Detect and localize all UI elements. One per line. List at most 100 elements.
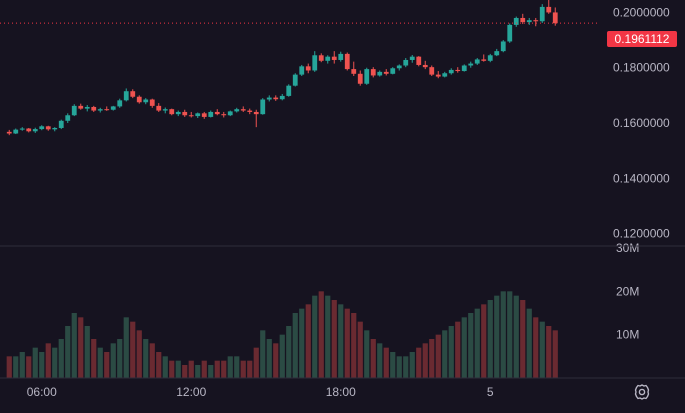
candle <box>110 105 116 111</box>
settings-button[interactable] <box>629 379 655 405</box>
candle-body <box>45 126 51 130</box>
price-tick-label: 0.1400000 <box>613 171 670 185</box>
candle-body <box>403 59 409 66</box>
candle <box>305 63 311 74</box>
candle <box>546 0 552 14</box>
volume-bar <box>377 343 383 378</box>
candle-body <box>214 111 220 115</box>
volume-bar <box>84 326 90 378</box>
volume-bar <box>396 356 402 378</box>
candle <box>39 125 45 131</box>
candle <box>130 89 136 99</box>
candle-body <box>474 59 480 64</box>
candle <box>214 109 220 116</box>
volume-bar <box>344 308 350 378</box>
volume-bar <box>539 321 545 378</box>
candle-body <box>123 91 129 101</box>
volume-bar <box>110 343 116 378</box>
candle-body <box>513 17 519 25</box>
candle-body <box>461 65 467 72</box>
time-tick-label: 18:00 <box>326 385 356 399</box>
volume-bar <box>130 321 136 378</box>
volume-bar <box>65 326 71 378</box>
candle <box>390 67 396 75</box>
candle <box>429 65 435 77</box>
volume-bar <box>104 352 110 378</box>
candle <box>526 17 532 25</box>
candle-body <box>247 110 253 112</box>
candle <box>279 93 285 101</box>
volume-tick-label: 30M <box>616 241 639 255</box>
volume-bar <box>383 347 389 378</box>
candle <box>227 110 233 117</box>
candle-body <box>175 111 181 115</box>
volume-bar <box>422 343 428 378</box>
price-tick-label: 0.1600000 <box>613 116 670 130</box>
candle-body <box>156 105 162 111</box>
candle <box>513 16 519 27</box>
candle-body <box>442 73 448 77</box>
candle-body <box>422 64 428 68</box>
candle-body <box>481 59 487 61</box>
candle-body <box>234 109 240 112</box>
candle <box>494 48 500 57</box>
volume-bar <box>71 313 77 378</box>
price-axis[interactable]: 0.2000000 0.1800000 0.1600000 0.1400000 0.12… <box>613 5 670 240</box>
candle <box>286 84 292 97</box>
candle <box>357 70 363 86</box>
candle <box>45 125 51 131</box>
candle-body <box>494 51 500 56</box>
candle-body <box>84 106 90 109</box>
volume-bar <box>162 356 168 378</box>
time-axis[interactable]: 06:00 12:00 18:00 5 <box>27 385 494 399</box>
price-tick-label: 0.1800000 <box>613 61 670 75</box>
candle <box>208 110 214 118</box>
price-tick-label: 0.2000000 <box>613 5 670 19</box>
volume-tick-label: 20M <box>616 284 639 298</box>
volume-bar <box>448 326 454 378</box>
gear-icon <box>634 384 650 400</box>
candle <box>539 4 545 23</box>
volume-axis[interactable]: 30M 20M 10M <box>616 241 639 342</box>
candle-body <box>331 56 337 60</box>
candle-body <box>208 111 214 117</box>
candle-body <box>149 99 155 106</box>
candle-body <box>526 20 532 23</box>
volume-bar <box>58 339 64 378</box>
volume-bar <box>552 330 558 378</box>
candle <box>520 13 526 25</box>
candle-body <box>97 109 103 111</box>
candle-body <box>357 73 363 84</box>
candle-body <box>78 105 84 109</box>
volume-bar <box>305 304 311 378</box>
candle-body <box>487 55 493 61</box>
volume-bar <box>292 313 298 378</box>
candle-body <box>195 113 201 117</box>
candle <box>97 107 103 113</box>
volume-bar <box>286 326 292 378</box>
volume-bar <box>39 352 45 378</box>
candle <box>455 67 461 73</box>
candle <box>448 68 454 75</box>
candle <box>175 110 181 117</box>
candle-body <box>435 74 441 77</box>
candle <box>552 7 558 26</box>
time-tick-label: 12:00 <box>176 385 206 399</box>
volume-bar <box>136 330 142 378</box>
candle <box>58 119 64 130</box>
candle-body <box>377 71 383 76</box>
candle-body <box>455 69 461 72</box>
candle <box>104 106 110 111</box>
time-tick-label: 5 <box>487 385 494 399</box>
candle-body <box>448 69 454 74</box>
candle-body <box>26 128 32 132</box>
candle-body <box>344 53 350 70</box>
candle-body <box>136 96 142 103</box>
volume-bar <box>260 330 266 378</box>
volume-bar <box>429 339 435 378</box>
volume-bar <box>234 356 240 378</box>
volume-bar <box>416 347 422 378</box>
volume-bar <box>494 295 500 378</box>
